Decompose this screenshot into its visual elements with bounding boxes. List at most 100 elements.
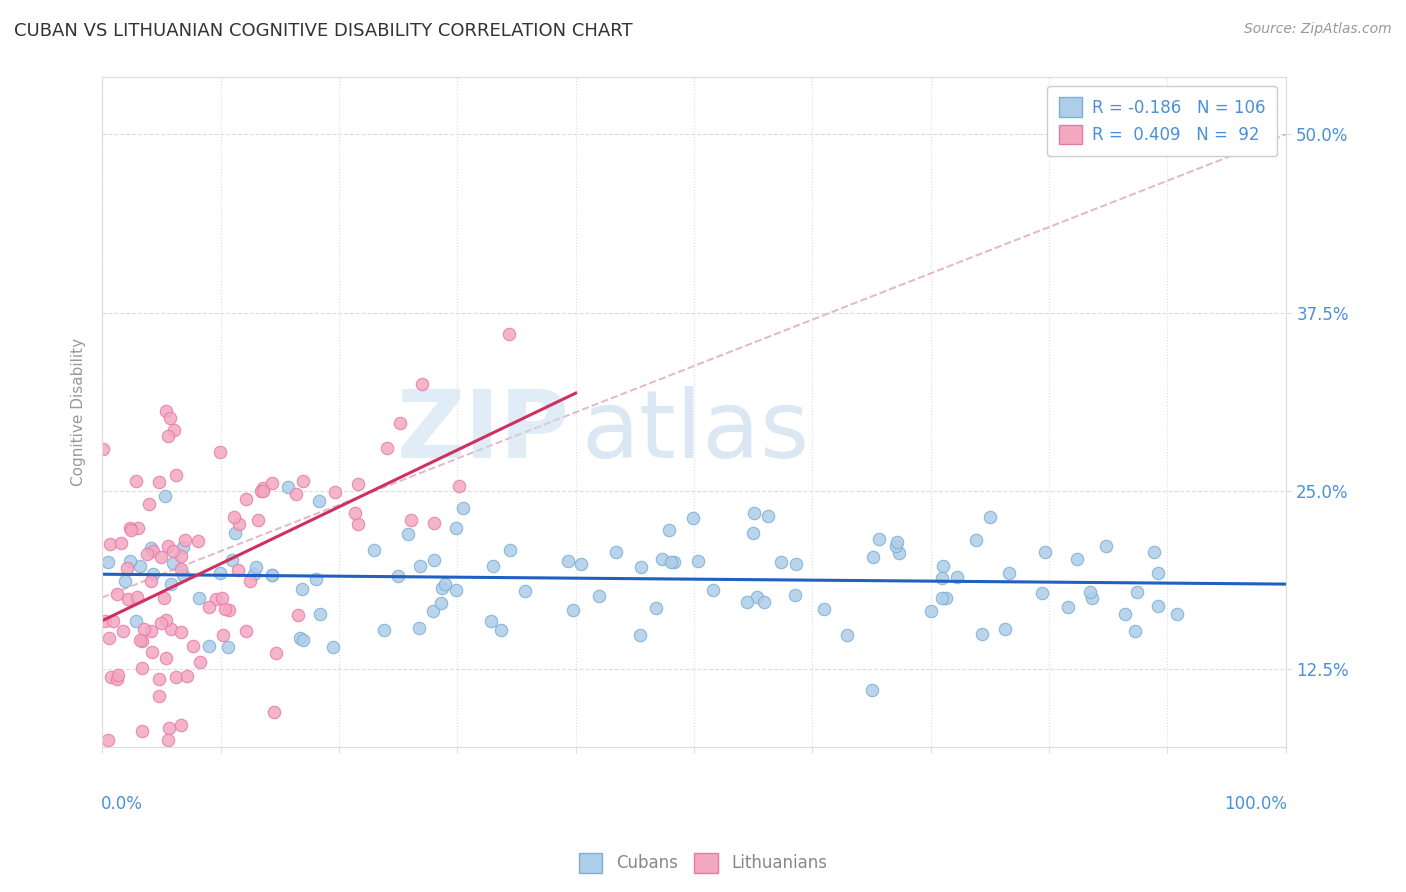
Point <box>98 537 121 551</box>
Point <box>628 628 651 642</box>
Point <box>498 326 520 341</box>
Point <box>387 568 409 582</box>
Point <box>308 607 330 622</box>
Point <box>97 555 120 569</box>
Point <box>479 614 502 628</box>
Point <box>172 568 194 582</box>
Point <box>118 554 141 568</box>
Point <box>198 600 221 615</box>
Point <box>451 500 474 515</box>
Legend: R = -0.186   N = 106, R =  0.409   N =  92: R = -0.186 N = 106, R = 0.409 N = 92 <box>1047 86 1278 156</box>
Point <box>205 591 228 606</box>
Point <box>1147 599 1170 614</box>
Point <box>422 516 444 531</box>
Point <box>515 584 537 599</box>
Point <box>481 559 503 574</box>
Point <box>228 516 250 531</box>
Point <box>630 559 652 574</box>
Point <box>645 601 668 615</box>
Text: 100.0%: 100.0% <box>1225 796 1286 814</box>
Point <box>346 516 368 531</box>
Point <box>979 509 1001 524</box>
Point <box>101 614 124 628</box>
Point <box>139 574 162 589</box>
Point <box>290 631 312 645</box>
Point <box>107 587 129 601</box>
Text: ZIP: ZIP <box>396 386 569 478</box>
Point <box>886 534 908 549</box>
Point <box>862 549 884 564</box>
Point <box>423 553 446 567</box>
Point <box>292 632 315 647</box>
Point <box>136 547 159 561</box>
Y-axis label: Cognitive Disability: Cognitive Disability <box>72 338 86 486</box>
Point <box>163 423 186 437</box>
Point <box>157 721 180 735</box>
Text: CUBAN VS LITHUANIAN COGNITIVE DISABILITY CORRELATION CHART: CUBAN VS LITHUANIAN COGNITIVE DISABILITY… <box>14 22 633 40</box>
Point <box>868 532 890 546</box>
Point <box>129 633 152 648</box>
Point <box>931 571 953 585</box>
Point <box>588 589 610 603</box>
Point <box>411 376 433 391</box>
Point <box>430 582 453 596</box>
Point <box>142 567 165 582</box>
Point <box>250 483 273 498</box>
Point <box>120 521 142 535</box>
Point <box>235 624 257 638</box>
Point <box>813 601 835 615</box>
Point <box>117 591 139 606</box>
Point <box>323 484 346 499</box>
Point <box>208 566 231 581</box>
Point <box>138 497 160 511</box>
Point <box>148 689 170 703</box>
Point <box>155 613 177 627</box>
Point <box>155 651 177 665</box>
Point <box>93 442 115 457</box>
Point <box>187 591 209 606</box>
Point <box>1035 545 1057 559</box>
Point <box>165 670 187 684</box>
Point <box>769 556 792 570</box>
Point <box>155 404 177 418</box>
Point <box>197 639 219 653</box>
Point <box>165 467 187 482</box>
Point <box>561 603 583 617</box>
Point <box>651 551 673 566</box>
Point <box>1057 599 1080 614</box>
Point <box>221 553 243 567</box>
Point <box>148 475 170 489</box>
Point <box>131 724 153 739</box>
Point <box>160 577 183 591</box>
Point <box>224 525 246 540</box>
Point <box>997 566 1019 580</box>
Point <box>1080 585 1102 599</box>
Point <box>935 591 957 605</box>
Point <box>157 539 180 553</box>
Point <box>262 567 284 582</box>
Point <box>884 539 907 553</box>
Point <box>1114 607 1136 622</box>
Point <box>235 491 257 506</box>
Point <box>141 645 163 659</box>
Point <box>702 582 724 597</box>
Point <box>489 624 512 638</box>
Point <box>159 410 181 425</box>
Point <box>120 523 142 537</box>
Point <box>375 441 398 455</box>
Point <box>243 566 266 581</box>
Point <box>1143 545 1166 559</box>
Point <box>287 608 309 623</box>
Point <box>745 590 768 604</box>
Text: 0.0%: 0.0% <box>101 796 143 814</box>
Point <box>107 667 129 681</box>
Point <box>758 508 780 523</box>
Point <box>686 554 709 568</box>
Point <box>155 489 177 503</box>
Point <box>449 479 471 493</box>
Point <box>176 669 198 683</box>
Point <box>141 541 163 555</box>
Point <box>162 543 184 558</box>
Point <box>1147 566 1170 581</box>
Point <box>222 509 245 524</box>
